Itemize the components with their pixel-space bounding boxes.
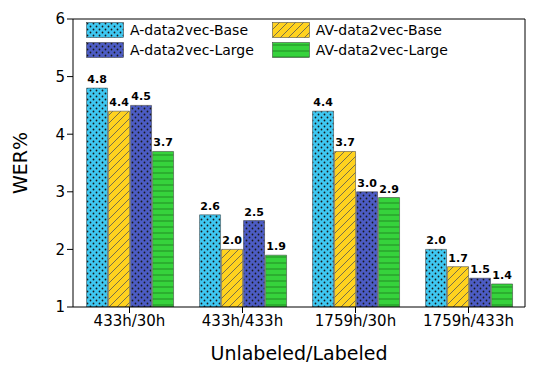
svg-text:3.7: 3.7 [335, 136, 355, 149]
html-text:AV-data2vec-Base: AV-data2vec-Base [315, 22, 442, 38]
svg-text:4.4: 4.4 [313, 96, 333, 109]
svg-text:3.7: 3.7 [153, 136, 173, 149]
svg-text:1.7: 1.7 [448, 252, 468, 265]
svg-text:2.6: 2.6 [200, 200, 220, 213]
html-text:A-data2vec-Large: A-data2vec-Large [130, 42, 254, 58]
svg-text:2.0: 2.0 [222, 234, 242, 247]
svg-text:4.5: 4.5 [131, 90, 151, 103]
svg-text:2.9: 2.9 [379, 183, 399, 196]
html-text:A-data2vec-Base: A-data2vec-Base [130, 22, 248, 38]
svg-text:2: 2 [55, 241, 65, 259]
svg-text:433h/30h: 433h/30h [94, 312, 166, 330]
svg-text:4: 4 [55, 126, 65, 144]
svg-text:433h/433h: 433h/433h [202, 312, 283, 330]
svg-text:5: 5 [55, 68, 65, 86]
svg-text:4.8: 4.8 [87, 73, 107, 86]
svg-text:3: 3 [55, 183, 65, 201]
svg-text:4.4: 4.4 [109, 96, 129, 109]
svg-text:1.9: 1.9 [266, 240, 286, 253]
svg-text:1.5: 1.5 [470, 263, 490, 276]
svg-text:1: 1 [55, 298, 65, 316]
svg-text:6: 6 [55, 10, 65, 28]
svg-text:WER%: WER% [9, 132, 31, 194]
html-text:AV-data2vec-Large: AV-data2vec-Large [315, 42, 448, 58]
svg-text:1759h/30h: 1759h/30h [315, 312, 396, 330]
svg-text:1759h/433h: 1759h/433h [423, 312, 514, 330]
svg-text:Unlabeled/Labeled: Unlabeled/Labeled [210, 342, 387, 364]
svg-text:3.0: 3.0 [357, 177, 377, 190]
svg-text:1.4: 1.4 [492, 269, 512, 282]
svg-text:2.0: 2.0 [426, 234, 446, 247]
svg-text:2.5: 2.5 [244, 206, 264, 219]
